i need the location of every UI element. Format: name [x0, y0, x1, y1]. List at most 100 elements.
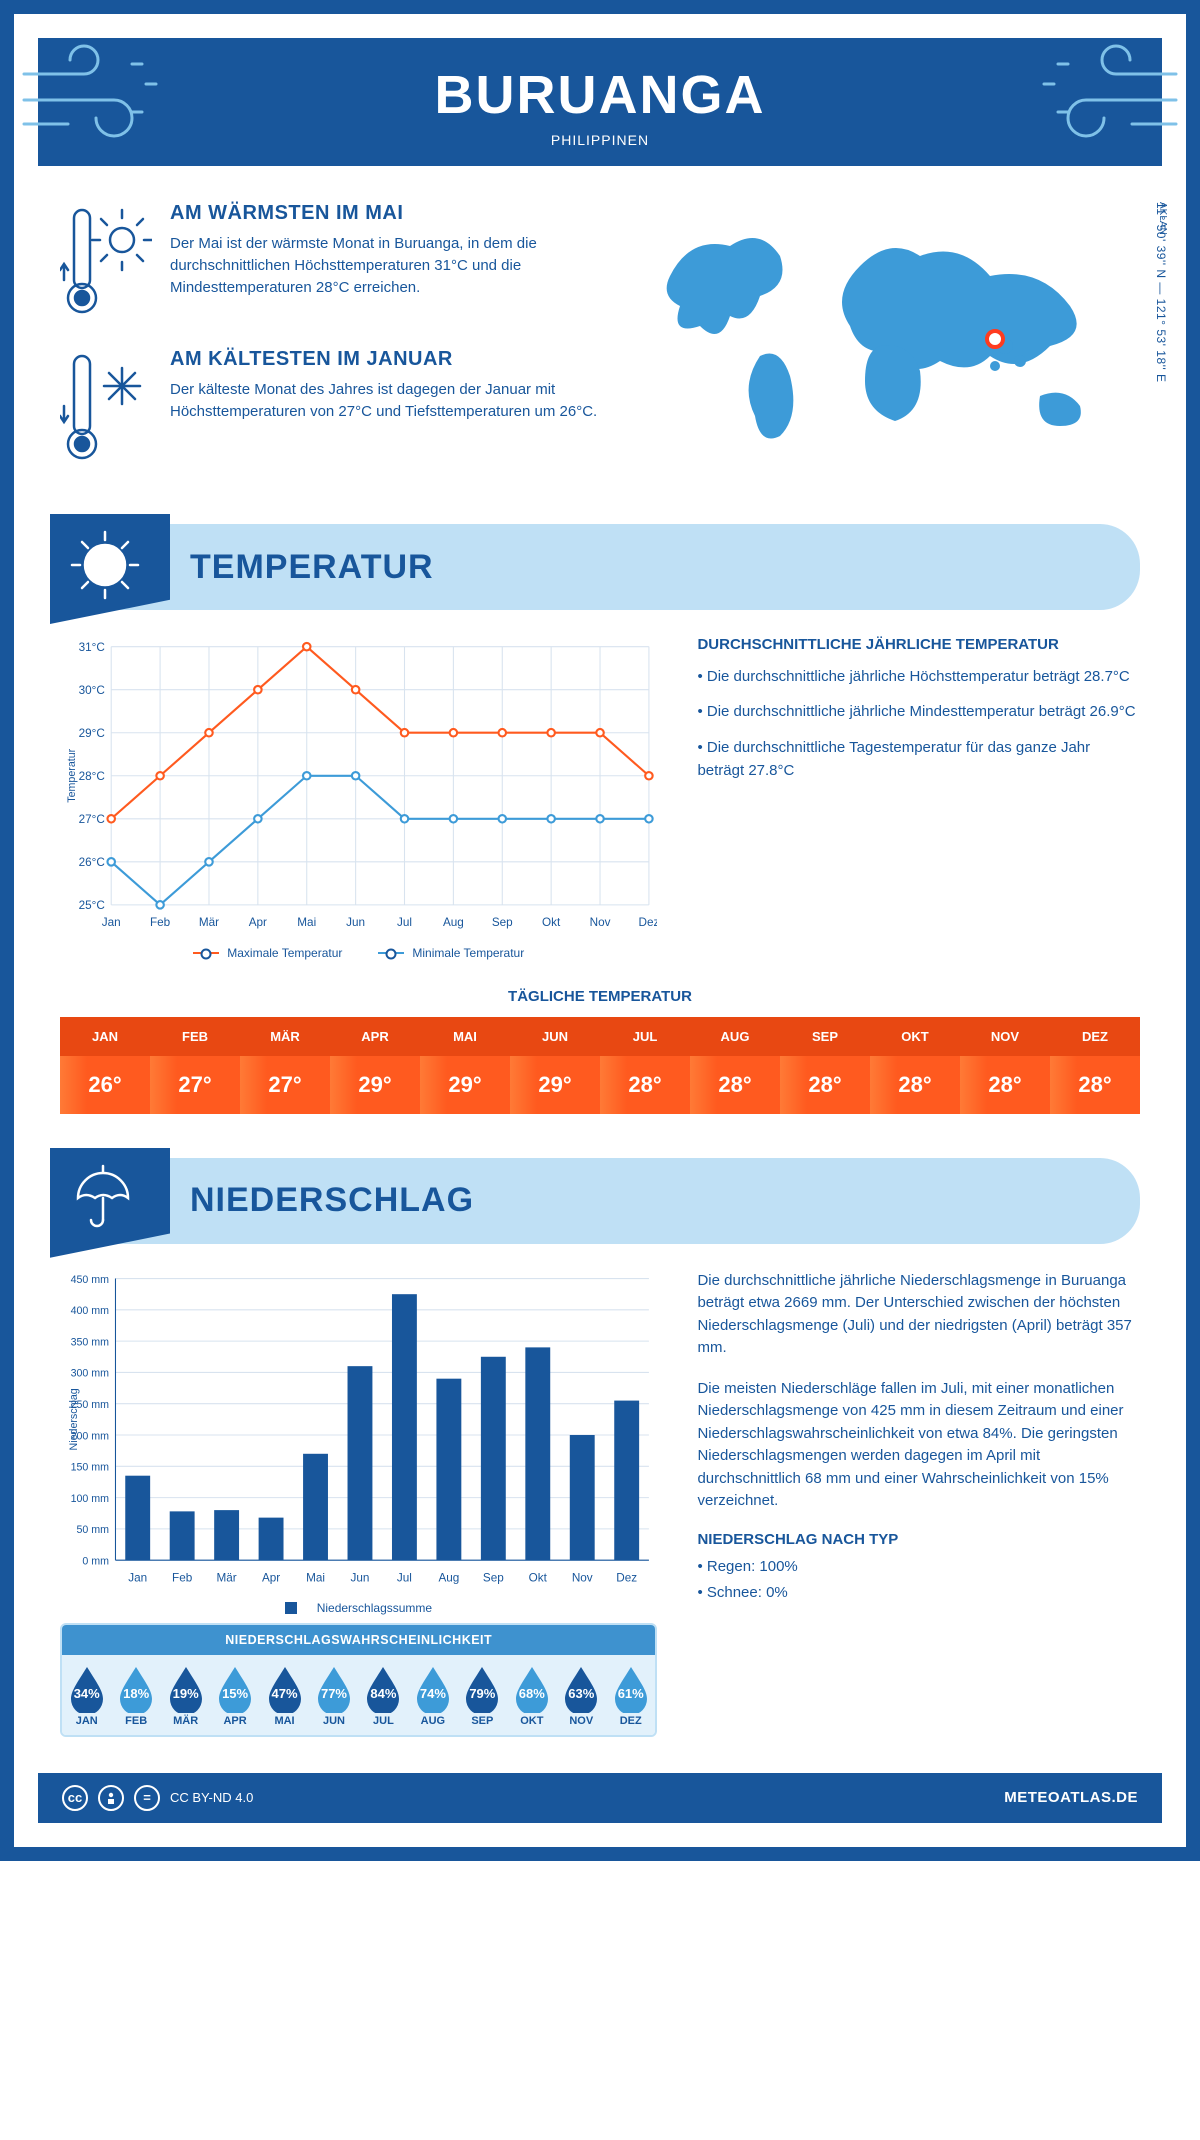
probability-month: FEB — [111, 1715, 160, 1727]
coldest-title: AM KÄLTESTEN IM JANUAR — [170, 348, 610, 371]
probability-month: JAN — [62, 1715, 111, 1727]
svg-text:30°C: 30°C — [79, 684, 106, 697]
precipitation-probability-box: NIEDERSCHLAGSWAHRSCHEINLICHKEIT 34% JAN … — [60, 1623, 657, 1737]
probability-cell: 15% APR — [210, 1655, 259, 1735]
svg-text:Jun: Jun — [346, 916, 365, 929]
raindrop-icon: 68% — [512, 1665, 552, 1713]
overview-section: AM WÄRMSTEN IM MAI Der Mai ist der wärms… — [14, 202, 1186, 494]
umbrella-icon — [68, 1162, 138, 1232]
probability-cell: 63% NOV — [557, 1655, 606, 1735]
table-header-cell: NOV — [960, 1017, 1050, 1056]
table-header-cell: OKT — [870, 1017, 960, 1056]
legend-rain: Niederschlagssumme — [317, 1601, 432, 1615]
rain-type-2: • Schnee: 0% — [697, 1582, 1140, 1605]
table-cell: 28° — [1050, 1056, 1140, 1114]
svg-text:Nov: Nov — [590, 916, 611, 929]
temperature-section-header: TEMPERATUR — [60, 524, 1140, 610]
probability-cell: 68% OKT — [507, 1655, 556, 1735]
svg-text:26°C: 26°C — [79, 856, 106, 869]
svg-text:Aug: Aug — [443, 916, 464, 929]
temp-bullet-2: • Die durchschnittliche jährliche Mindes… — [697, 700, 1140, 723]
rain-paragraph-1: Die durchschnittliche jährliche Niedersc… — [697, 1270, 1140, 1360]
coordinates: 11° 50' 39'' N — 121° 53' 18'' E — [1154, 202, 1168, 462]
world-map — [640, 202, 1140, 462]
table-header-cell: MAI — [420, 1017, 510, 1056]
page: BURUANGA PHILIPPINEN AM WÄRMSTEN IM MAI … — [0, 0, 1200, 1861]
probability-month: DEZ — [606, 1715, 655, 1727]
raindrop-icon: 79% — [462, 1665, 502, 1713]
thermometer-sun-icon — [60, 202, 152, 322]
raindrop-icon: 34% — [67, 1665, 107, 1713]
svg-text:100 mm: 100 mm — [71, 1493, 110, 1505]
svg-text:31°C: 31°C — [79, 641, 106, 654]
svg-text:28°C: 28°C — [79, 770, 106, 783]
table-header-cell: AUG — [690, 1017, 780, 1056]
page-subtitle: PHILIPPINEN — [38, 132, 1162, 148]
probability-cell: 34% JAN — [62, 1655, 111, 1735]
table-header-cell: APR — [330, 1017, 420, 1056]
raindrop-icon: 84% — [363, 1665, 403, 1713]
probability-month: NOV — [557, 1715, 606, 1727]
table-cell: 29° — [510, 1056, 600, 1114]
table-cell: 28° — [690, 1056, 780, 1114]
probability-value: 74% — [413, 1665, 453, 1713]
svg-text:Apr: Apr — [249, 916, 267, 929]
nd-icon: = — [134, 1785, 160, 1811]
svg-text:Temperatur: Temperatur — [66, 748, 78, 802]
sun-icon — [68, 528, 142, 602]
wind-icon — [14, 34, 174, 154]
svg-text:Mai: Mai — [297, 916, 316, 929]
raindrop-icon: 15% — [215, 1665, 255, 1713]
table-header-cell: JUL — [600, 1017, 690, 1056]
probability-cell: 77% JUN — [309, 1655, 358, 1735]
probability-value: 19% — [166, 1665, 206, 1713]
svg-text:Sep: Sep — [483, 1571, 504, 1584]
probability-cell: 74% AUG — [408, 1655, 457, 1735]
table-header-cell: JUN — [510, 1017, 600, 1056]
probability-cell: 19% MÄR — [161, 1655, 210, 1735]
probability-value: 77% — [314, 1665, 354, 1713]
svg-text:Dez: Dez — [638, 916, 657, 929]
probability-cell: 84% JUL — [359, 1655, 408, 1735]
legend-max: Maximale Temperatur — [227, 946, 342, 960]
raindrop-icon: 74% — [413, 1665, 453, 1713]
probability-value: 61% — [611, 1665, 651, 1713]
probability-cell: 61% DEZ — [606, 1655, 655, 1735]
table-header-cell: SEP — [780, 1017, 870, 1056]
table-cell: 28° — [600, 1056, 690, 1114]
table-cell: 28° — [780, 1056, 870, 1114]
precipitation-section-header: NIEDERSCHLAG — [60, 1158, 1140, 1244]
temperature-line-chart: 25°C26°C27°C28°C29°C30°C31°CJanFebMärApr… — [60, 636, 657, 960]
temp-bullet-1: • Die durchschnittliche jährliche Höchst… — [697, 665, 1140, 688]
header-banner: BURUANGA PHILIPPINEN — [38, 38, 1162, 166]
chart-legend: Maximale Temperatur Minimale Temperatur — [60, 946, 657, 960]
table-cell: 27° — [150, 1056, 240, 1114]
temp-bullet-3: • Die durchschnittliche Tagestemperatur … — [697, 736, 1140, 783]
svg-text:Apr: Apr — [262, 1571, 280, 1584]
rain-paragraph-2: Die meisten Niederschläge fallen im Juli… — [697, 1378, 1140, 1513]
svg-text:Nov: Nov — [572, 1571, 593, 1584]
svg-text:Feb: Feb — [150, 916, 171, 929]
footer: cc = CC BY-ND 4.0 METEOATLAS.DE — [38, 1773, 1162, 1823]
probability-month: AUG — [408, 1715, 457, 1727]
svg-text:Mär: Mär — [217, 1571, 237, 1584]
table-cell: 27° — [240, 1056, 330, 1114]
license-text: CC BY-ND 4.0 — [170, 1790, 253, 1805]
table-header-cell: DEZ — [1050, 1017, 1140, 1056]
svg-text:400 mm: 400 mm — [71, 1305, 110, 1317]
table-header-cell: MÄR — [240, 1017, 330, 1056]
raindrop-icon: 61% — [611, 1665, 651, 1713]
precipitation-bar-chart: 0 mm50 mm100 mm150 mm200 mm250 mm300 mm3… — [60, 1270, 657, 1590]
temperature-chart-svg: 25°C26°C27°C28°C29°C30°C31°CJanFebMärApr… — [60, 636, 657, 935]
probability-cell: 79% SEP — [458, 1655, 507, 1735]
probability-value: 63% — [561, 1665, 601, 1713]
thermometer-snow-icon — [60, 348, 152, 468]
coldest-text: Der kälteste Monat des Jahres ist dagege… — [170, 379, 610, 423]
table-cell: 28° — [870, 1056, 960, 1114]
world-map-svg — [640, 216, 1140, 456]
svg-text:Jul: Jul — [397, 916, 412, 929]
probability-value: 15% — [215, 1665, 255, 1713]
raindrop-icon: 18% — [116, 1665, 156, 1713]
coldest-block: AM KÄLTESTEN IM JANUAR Der kälteste Mona… — [60, 348, 610, 468]
by-icon — [98, 1785, 124, 1811]
